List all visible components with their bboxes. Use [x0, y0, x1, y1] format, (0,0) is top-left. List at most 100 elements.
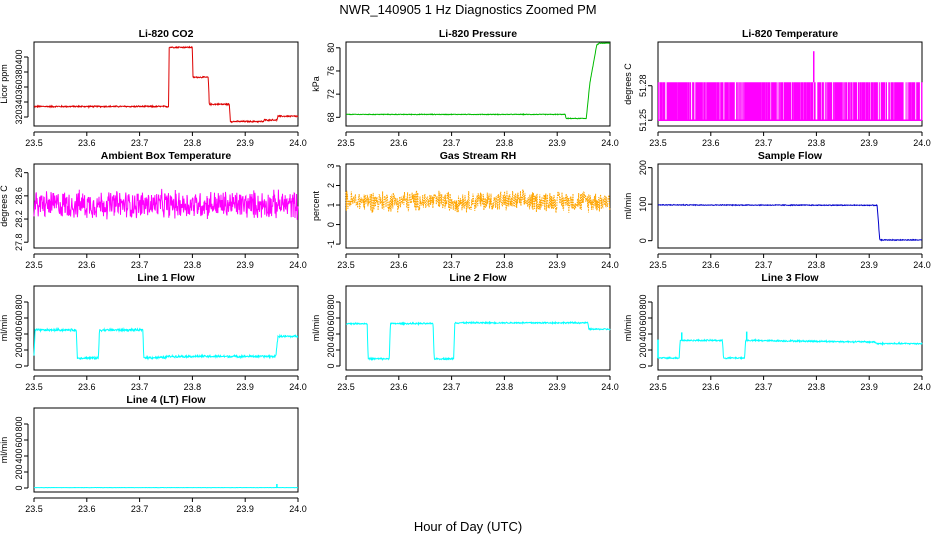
- y-tick-label: 200: [638, 160, 648, 175]
- y-tick-label: 200: [14, 464, 24, 479]
- y-tick-label: 340: [14, 94, 24, 109]
- x-tick-label: 23.9: [860, 382, 878, 392]
- x-tick-label: 23.7: [131, 504, 149, 514]
- figure-title: NWR_140905 1 Hz Diagnostics Zoomed PM: [339, 2, 596, 17]
- figure-xlabel: Hour of Day (UTC): [414, 519, 522, 534]
- x-tick-label: 24.0: [913, 138, 931, 148]
- y-tick-label: 28.2: [14, 210, 24, 228]
- y-axis-label: ml/min: [0, 437, 9, 464]
- x-tick-label: 24.0: [601, 260, 619, 270]
- y-axis-label: ml/min: [311, 315, 321, 342]
- y-tick-label: 100: [638, 197, 648, 212]
- panel-title: Sample Flow: [758, 150, 823, 162]
- series-line: [657, 337, 923, 360]
- x-tick-label: 23.5: [649, 138, 667, 148]
- x-tick-label: 23.7: [131, 382, 149, 392]
- y-tick-label: 51.25: [638, 109, 648, 132]
- x-tick-label: 23.5: [337, 382, 355, 392]
- x-tick-label: 23.8: [496, 138, 514, 148]
- panel-title: Li-820 CO2: [139, 28, 194, 40]
- y-tick-label: 600: [14, 432, 24, 447]
- y-tick-label: 0: [638, 363, 648, 368]
- y-axis-label: degrees C: [0, 185, 9, 227]
- y-tick-label: 0: [14, 363, 24, 368]
- y-tick-label: 600: [326, 310, 336, 325]
- y-tick-label: 2: [326, 183, 336, 188]
- y-tick-label: -1: [326, 240, 336, 248]
- panel-10: Line 4 (LT) Flow 23.5 23.6 23.7 23.8 23.9 24.0…: [0, 394, 307, 514]
- panel-title: Line 2 Flow: [449, 272, 507, 284]
- x-tick-label: 23.9: [860, 260, 878, 270]
- x-tick-label: 23.6: [78, 260, 96, 270]
- panel-title: Line 1 Flow: [137, 272, 195, 284]
- x-tick-label: 23.6: [390, 260, 408, 270]
- series-line: [345, 189, 611, 213]
- x-tick-label: 23.7: [755, 382, 773, 392]
- x-tick-label: 23.9: [548, 260, 566, 270]
- y-tick-label: 0: [326, 363, 336, 368]
- x-tick-label: 24.0: [289, 260, 307, 270]
- x-tick-label: 23.8: [808, 382, 826, 392]
- y-tick-label: 400: [14, 448, 24, 463]
- x-tick-label: 23.5: [25, 504, 43, 514]
- x-tick-label: 23.6: [702, 138, 720, 148]
- y-tick-label: 600: [14, 310, 24, 325]
- y-tick-label: 200: [14, 342, 24, 357]
- x-tick-label: 24.0: [289, 504, 307, 514]
- x-tick-label: 24.0: [913, 260, 931, 270]
- x-tick-label: 23.6: [78, 138, 96, 148]
- panel-6: Sample Flow 23.5 23.6 23.7 23.8 23.9 24.0 0 100 2…: [623, 150, 931, 270]
- y-tick-label: 76: [326, 66, 336, 76]
- y-tick-label: 0: [14, 485, 24, 490]
- panel-5: Gas Stream RH 23.5 23.6 23.7 23.8 23.9 24.0 -1 0…: [311, 150, 619, 270]
- x-tick-label: 23.5: [649, 382, 667, 392]
- y-axis-label: ml/min: [623, 315, 633, 342]
- series-line: [34, 45, 299, 124]
- x-tick-label: 23.6: [702, 260, 720, 270]
- y-tick-label: 68: [326, 112, 336, 122]
- y-tick-label: 800: [326, 294, 336, 309]
- y-axis-label: kPa: [311, 76, 321, 92]
- panel-9: Line 3 Flow 23.5 23.6 23.7 23.8 23.9 24.0 0 2004…: [623, 272, 931, 392]
- x-tick-label: 23.5: [337, 260, 355, 270]
- x-tick-label: 23.5: [25, 138, 43, 148]
- panel-8: Line 2 Flow 23.5 23.6 23.7 23.8 23.9 24.0 0 2004…: [311, 272, 619, 392]
- y-tick-label: 1: [326, 203, 336, 208]
- panel-7: Line 1 Flow 23.5 23.6 23.7 23.8 23.9 24.0 0 2004…: [0, 272, 307, 392]
- series-line: [33, 188, 299, 220]
- y-tick-label: 3: [326, 163, 336, 168]
- plot-frame: [657, 285, 923, 371]
- x-tick-label: 23.6: [390, 382, 408, 392]
- y-tick-label: 0: [326, 222, 336, 227]
- y-axis-label: Licor ppm: [0, 64, 9, 104]
- x-tick-label: 23.9: [860, 138, 878, 148]
- x-tick-label: 24.0: [601, 382, 619, 392]
- series-line: [345, 42, 611, 120]
- y-axis-label: ml/min: [623, 193, 633, 220]
- y-tick-label: 0: [638, 238, 648, 243]
- x-tick-label: 23.6: [78, 382, 96, 392]
- panel-title: Line 4 (LT) Flow: [126, 394, 206, 406]
- y-axis-label: degrees C: [623, 63, 633, 105]
- y-tick-label: 200: [638, 342, 648, 357]
- x-tick-label: 23.9: [236, 138, 254, 148]
- x-tick-label: 23.8: [184, 382, 202, 392]
- x-tick-label: 23.6: [702, 382, 720, 392]
- x-tick-label: 23.8: [184, 138, 202, 148]
- y-tick-label: 400: [14, 49, 24, 64]
- y-tick-label: 400: [638, 326, 648, 341]
- y-tick-label: 28.6: [14, 187, 24, 205]
- x-tick-label: 23.8: [184, 260, 202, 270]
- x-tick-label: 23.9: [236, 504, 254, 514]
- x-tick-label: 23.9: [236, 260, 254, 270]
- y-tick-label: 800: [638, 294, 648, 309]
- x-tick-label: 23.7: [443, 138, 461, 148]
- series-line: [657, 82, 923, 121]
- panel-title: Li-820 Temperature: [742, 28, 838, 40]
- y-tick-label: 800: [14, 294, 24, 309]
- panel-title: Li-820 Pressure: [439, 28, 517, 40]
- x-tick-label: 23.7: [755, 138, 773, 148]
- y-tick-label: 380: [14, 64, 24, 79]
- x-tick-label: 23.5: [649, 260, 667, 270]
- panel-title: Line 3 Flow: [761, 272, 819, 284]
